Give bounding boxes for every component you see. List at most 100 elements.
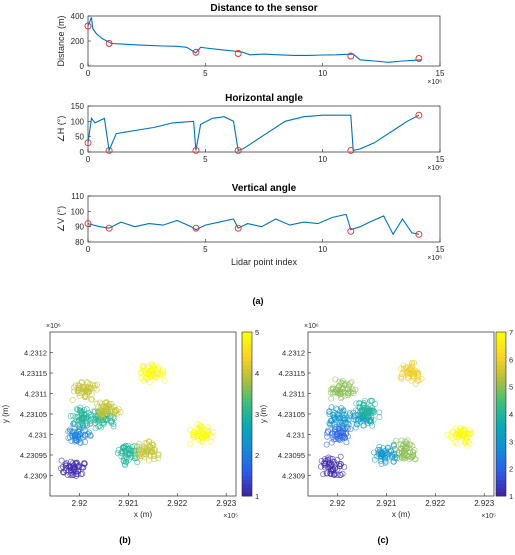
colorbar-segment xyxy=(242,459,252,464)
y-tick-label: 4.2309 xyxy=(282,472,305,481)
x-tick-label: 15 xyxy=(436,155,445,164)
colorbar-segment xyxy=(496,475,506,480)
colorbar-segment xyxy=(496,401,506,407)
scatter-point xyxy=(187,441,194,448)
scatter-point xyxy=(339,470,346,477)
scatter-point xyxy=(367,403,374,410)
scatter-point xyxy=(321,464,328,471)
colorbar-segment xyxy=(242,409,252,415)
scatter-point xyxy=(161,377,168,384)
scatter-point xyxy=(391,443,397,450)
scatter-point xyxy=(410,452,417,459)
series-line xyxy=(87,17,422,63)
scatter-point xyxy=(329,430,336,437)
scatter-point xyxy=(92,425,99,432)
plot-area xyxy=(87,105,441,153)
colorbar-segment xyxy=(242,381,252,386)
scatter-point xyxy=(80,422,87,428)
colorbar-segment xyxy=(242,340,252,345)
scatter-point xyxy=(85,384,92,391)
scatter-point xyxy=(108,420,115,426)
scatter-point xyxy=(100,419,107,426)
x-exponent: ×10⁶ xyxy=(427,79,442,86)
scatter-point xyxy=(360,402,366,409)
scatter-point xyxy=(75,422,82,429)
segment-marker xyxy=(192,147,200,154)
scatter-point xyxy=(359,406,366,413)
scatter-point xyxy=(80,385,87,392)
scatter-point xyxy=(352,424,359,431)
colorbar-tick-label: 5 xyxy=(509,383,513,392)
caption-b: (b) xyxy=(119,535,131,545)
x-tick-label: 5 xyxy=(203,69,208,78)
scatter-point xyxy=(409,442,416,449)
x-tick-label: 10 xyxy=(318,155,327,164)
scatter-point xyxy=(372,400,379,407)
y-tick-label: 110 xyxy=(71,192,84,201)
scatter-point xyxy=(341,434,348,441)
colorbar-segment xyxy=(496,336,506,341)
segment-marker xyxy=(347,52,355,60)
segment-marker xyxy=(234,50,242,57)
scatter-point xyxy=(450,428,456,435)
scatter-point xyxy=(78,379,85,385)
scatter-point xyxy=(341,464,348,471)
colorbar-segment xyxy=(242,479,252,485)
scatter-point xyxy=(83,406,90,413)
scatter-point xyxy=(58,465,64,472)
scatter-point xyxy=(68,458,74,465)
scatter-point xyxy=(334,414,341,421)
scatter-point xyxy=(152,371,159,378)
scatter-point xyxy=(93,400,100,407)
scatter-point xyxy=(328,395,335,402)
scatter-point xyxy=(376,414,383,420)
y-tick-label: 4.23105 xyxy=(20,410,47,419)
colorbar-segment xyxy=(242,364,252,370)
scatter-point xyxy=(81,460,88,467)
chart-title: Distance to the sensor xyxy=(210,3,317,14)
colorbar-segment xyxy=(496,459,506,464)
scatter-point xyxy=(384,450,391,457)
colorbar-segment xyxy=(242,434,252,439)
colorbar-segment xyxy=(496,422,506,427)
colorbar-segment xyxy=(242,471,252,476)
scatter-point xyxy=(122,446,129,452)
colorbar-tick-label: 4 xyxy=(509,410,513,419)
scatter-point xyxy=(354,418,361,425)
colorbar-segment xyxy=(242,336,252,341)
scatter-point xyxy=(336,463,343,469)
scatter-point xyxy=(454,429,461,436)
colorbar-segment xyxy=(496,487,506,493)
scatter-point xyxy=(455,433,462,440)
scatter-point xyxy=(77,407,84,414)
colorbar-segment xyxy=(242,430,252,435)
segment-marker xyxy=(234,147,242,154)
scatter-point xyxy=(454,440,460,447)
scatter-point xyxy=(341,382,348,389)
colorbar-segment xyxy=(496,352,506,357)
scatter-point xyxy=(67,464,74,471)
colorbar-segment xyxy=(496,434,506,439)
scatter-point xyxy=(340,418,347,425)
colorbar-tick-label: 1 xyxy=(255,492,259,501)
scatter-point xyxy=(208,433,215,440)
y-tick-label: 4.23105 xyxy=(278,410,305,419)
scatter-point xyxy=(391,452,398,458)
scatter-point xyxy=(87,411,94,418)
colorbar-segment xyxy=(496,385,506,390)
scatter-point xyxy=(79,416,85,423)
colorbar-tick-label: 6 xyxy=(509,355,513,364)
segment-marker xyxy=(192,224,200,232)
scatter-point xyxy=(361,405,367,412)
x-tick-label: 0 xyxy=(86,155,91,164)
scatter-point xyxy=(341,381,348,388)
x-tick-label: 2.923 xyxy=(216,499,237,508)
x-tick-label: 5 xyxy=(203,245,208,254)
scatter-point xyxy=(412,367,419,374)
scatter-point xyxy=(59,463,66,470)
y-tick-label: 80 xyxy=(75,238,84,247)
colorbar-segment xyxy=(496,389,506,394)
y-tick-label: 100 xyxy=(71,207,85,216)
scatter-point xyxy=(337,453,344,460)
